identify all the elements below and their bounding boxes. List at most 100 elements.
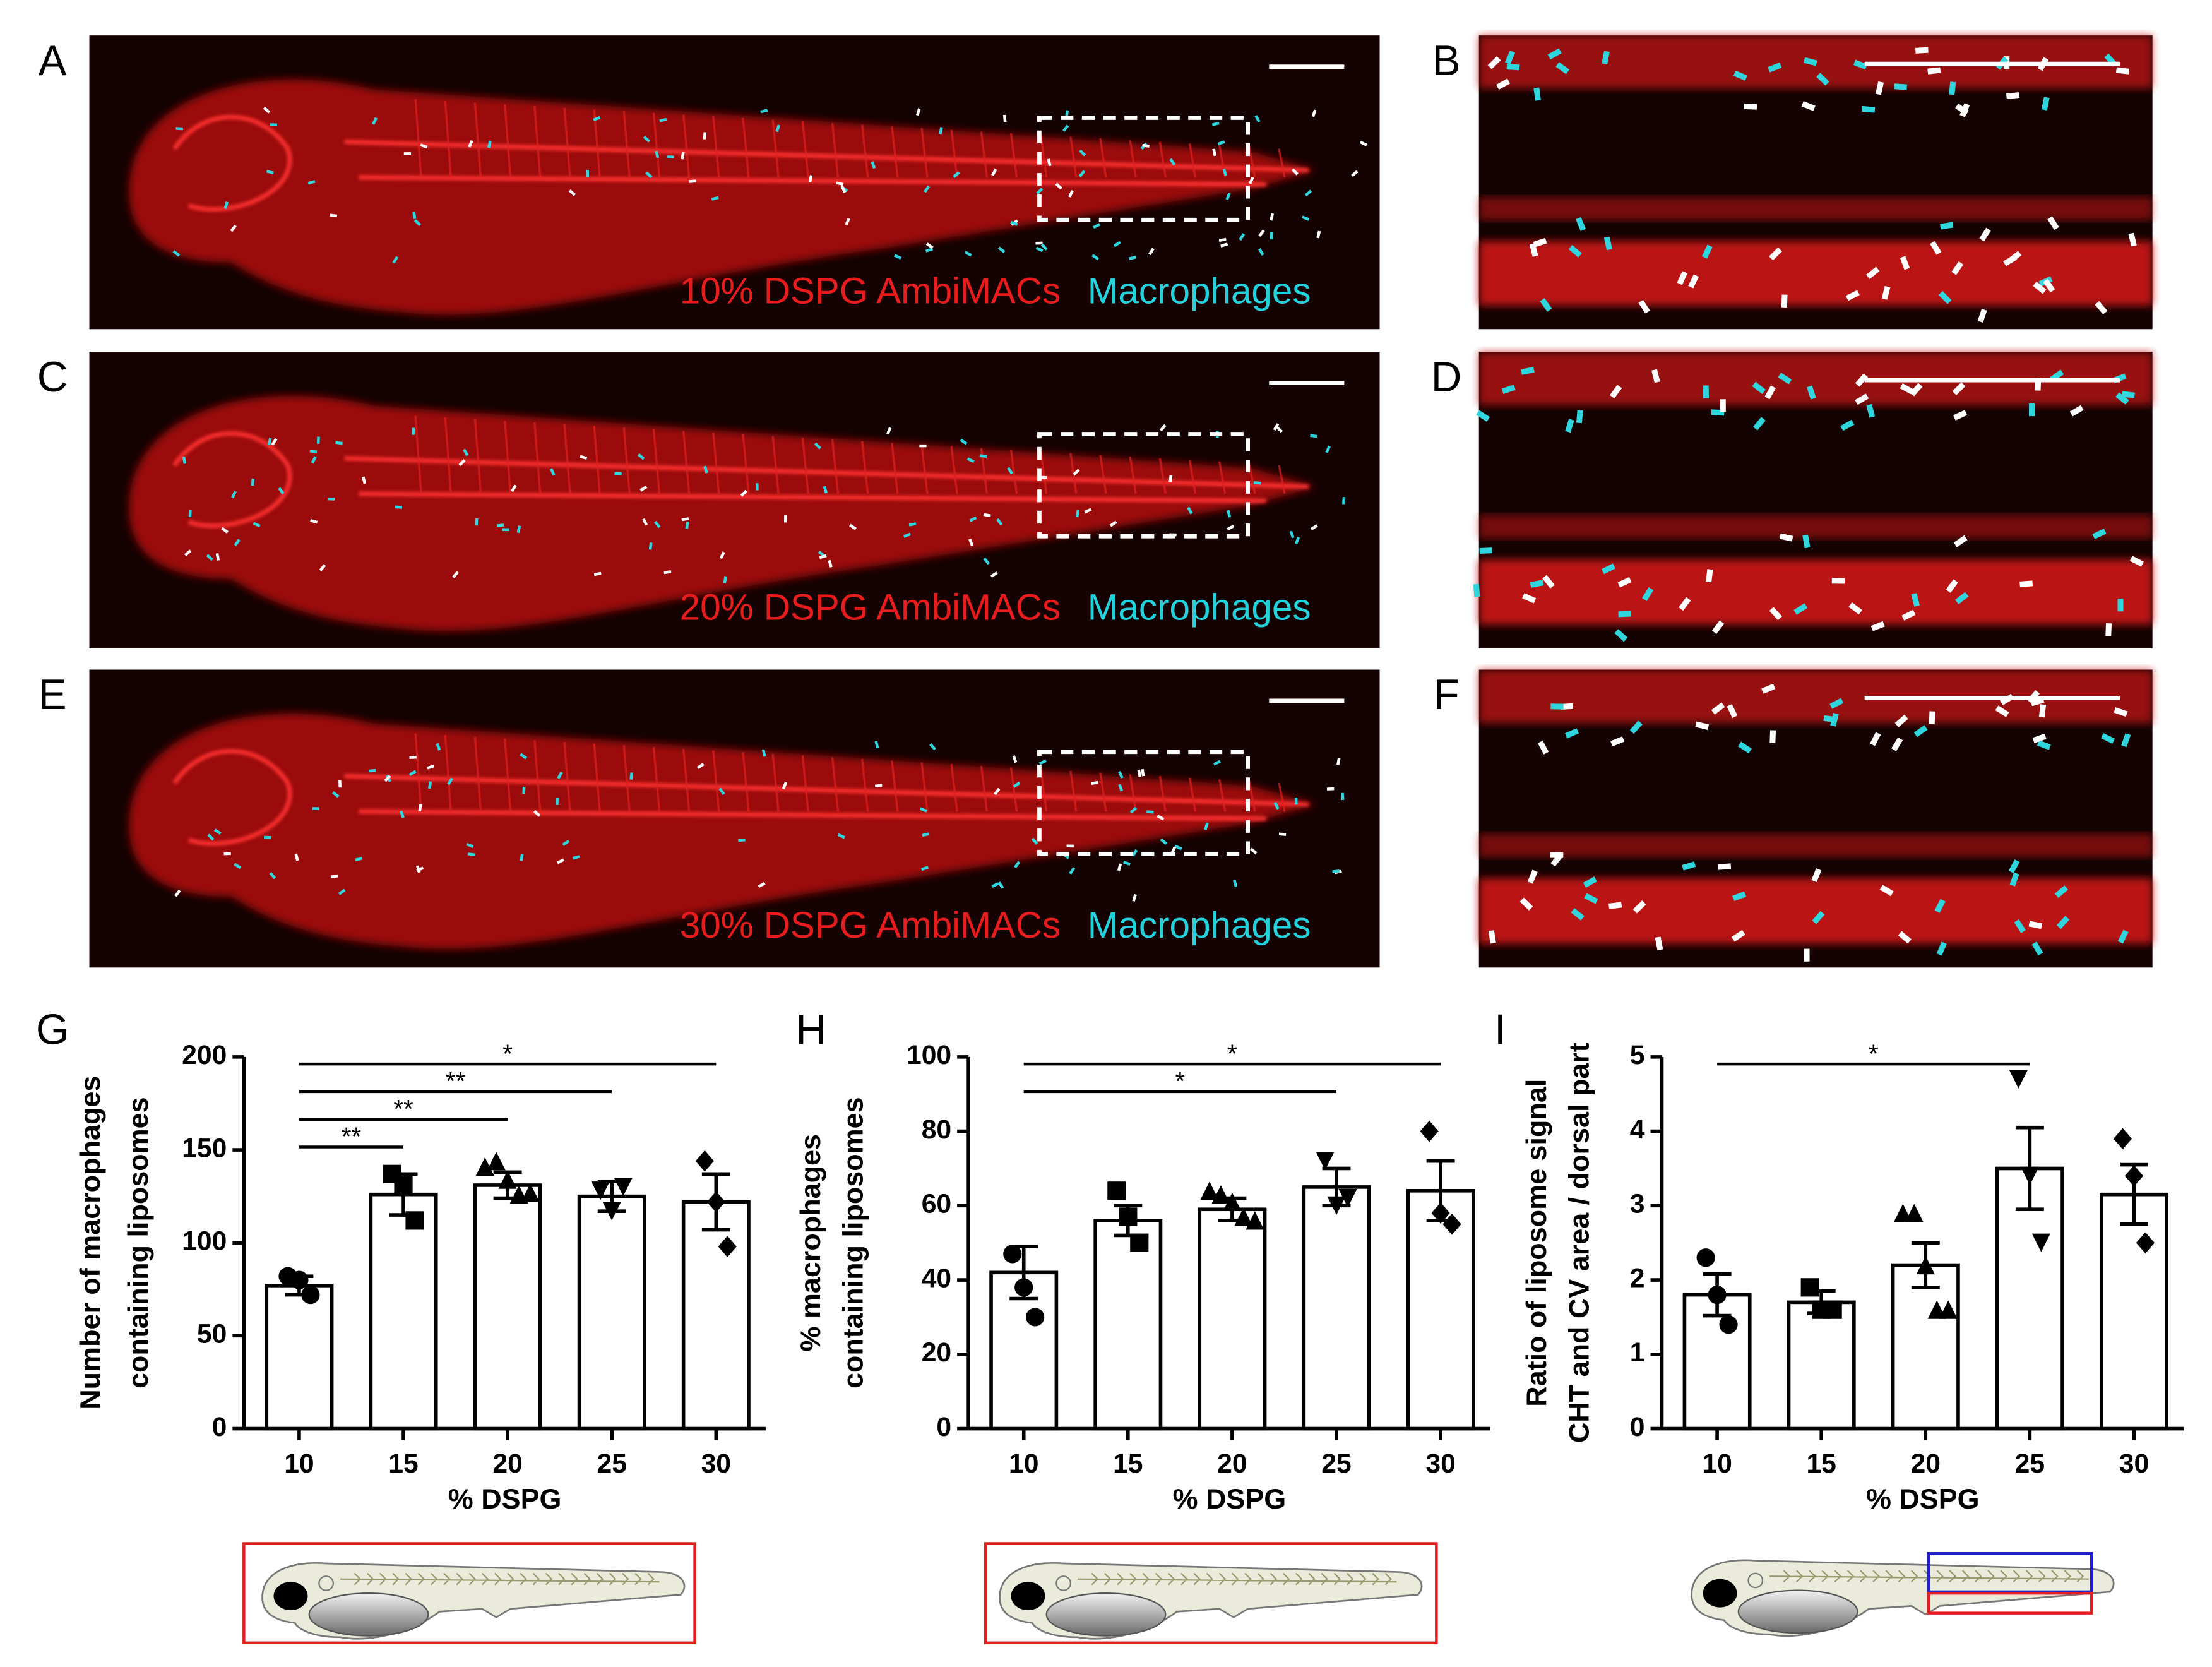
macrophage xyxy=(1731,929,1745,942)
macrophage xyxy=(1910,383,1923,397)
macrophage xyxy=(1894,83,1907,90)
macrophage xyxy=(808,175,813,183)
y-tick-label: 0 xyxy=(1630,1412,1645,1442)
vessel xyxy=(801,438,809,494)
macrophage xyxy=(172,250,181,257)
macrophage xyxy=(1608,902,1622,909)
x-tick-label: 20 xyxy=(1911,1449,1941,1479)
macrophage xyxy=(929,743,936,751)
region-box xyxy=(242,1542,696,1645)
data-point xyxy=(405,1211,424,1230)
vessel xyxy=(1069,770,1078,812)
macrophage xyxy=(1946,579,1958,593)
x-tick-label: 25 xyxy=(1321,1449,1351,1479)
vessel xyxy=(920,762,929,812)
macrophage xyxy=(2121,391,2135,398)
macrophage xyxy=(1212,148,1217,157)
macrophage xyxy=(2117,929,2129,944)
macrophage xyxy=(723,576,727,584)
macrophage xyxy=(1227,525,1235,531)
macrophage xyxy=(1804,948,1810,962)
data-point xyxy=(718,1236,737,1257)
image-content xyxy=(129,698,1345,949)
macrophage xyxy=(1359,140,1367,146)
macrophage xyxy=(188,510,192,518)
macrophage xyxy=(458,459,466,467)
macrophage xyxy=(1610,385,1622,399)
vessel xyxy=(473,736,482,812)
data-point xyxy=(290,1270,309,1289)
stain-label: 20% DSPG AmbiMACs xyxy=(680,587,1061,628)
bar xyxy=(1995,1166,2064,1431)
macrophage xyxy=(1254,115,1261,123)
macrophage xyxy=(1576,217,1586,231)
vessel xyxy=(172,749,1309,846)
bar xyxy=(1093,1219,1163,1431)
macrophage xyxy=(316,436,320,444)
macrophage xyxy=(837,833,845,839)
macrophage xyxy=(1341,792,1345,801)
macrophage xyxy=(1550,852,1564,858)
vessel xyxy=(622,111,631,177)
macrophage xyxy=(1651,369,1660,383)
yolk xyxy=(308,1592,429,1637)
data-point xyxy=(2031,1233,2050,1252)
macrophage xyxy=(2019,580,2033,587)
macrophage xyxy=(939,127,943,135)
macrophage xyxy=(645,171,653,179)
data-point xyxy=(1823,1300,1842,1319)
macrophage xyxy=(1550,703,1564,710)
vessel xyxy=(622,745,631,812)
macrophage xyxy=(1571,908,1585,921)
macrophage xyxy=(2114,707,2128,717)
macrophage xyxy=(496,523,504,527)
macrophage xyxy=(1504,51,1516,65)
macrophage xyxy=(1555,62,1570,75)
macrophage xyxy=(756,483,759,491)
macrophage xyxy=(327,497,335,501)
y-axis-label: Number of macrophages xyxy=(74,1076,106,1410)
macrophage xyxy=(1875,81,1884,95)
macrophage xyxy=(1157,815,1165,821)
vessel xyxy=(414,415,422,494)
macrophage xyxy=(522,786,526,794)
macrophage xyxy=(2006,92,2019,99)
macrophage xyxy=(502,528,509,532)
significance-label: ** xyxy=(446,1067,466,1096)
y-tick-label: 100 xyxy=(907,1040,951,1070)
data-point xyxy=(1327,1196,1346,1215)
macrophage xyxy=(1294,536,1300,545)
data-point xyxy=(706,1191,725,1213)
macrophage xyxy=(1527,869,1538,884)
macrophage xyxy=(642,518,648,526)
macrophage xyxy=(1641,587,1654,601)
macrophage xyxy=(1727,703,1738,719)
vessel xyxy=(563,424,571,494)
tissue-band xyxy=(1478,515,2153,539)
macrophage xyxy=(1829,698,1844,709)
macrophage xyxy=(1148,248,1155,256)
macrophage xyxy=(997,881,1004,889)
macrophage xyxy=(310,518,318,524)
data-point xyxy=(1696,1248,1715,1267)
macrophage xyxy=(1258,248,1264,256)
ear xyxy=(1747,1572,1764,1589)
macrophage xyxy=(1870,621,1885,631)
macrophage xyxy=(338,780,342,788)
vessel xyxy=(1099,138,1107,178)
macrophage xyxy=(1010,220,1018,226)
macrophage xyxy=(1069,867,1076,875)
macrophage xyxy=(452,571,459,578)
macrophage xyxy=(2095,301,2108,315)
macrophage xyxy=(234,863,242,869)
tissue-band xyxy=(1478,834,2153,857)
macrophage xyxy=(1232,879,1238,887)
vessel xyxy=(801,755,809,812)
macrophage xyxy=(849,523,857,530)
vessel xyxy=(771,119,780,178)
y-tick-label: 80 xyxy=(922,1114,951,1145)
x-tick-label: 25 xyxy=(597,1449,626,1479)
data-point xyxy=(2124,1165,2144,1187)
macrophage xyxy=(703,132,707,140)
